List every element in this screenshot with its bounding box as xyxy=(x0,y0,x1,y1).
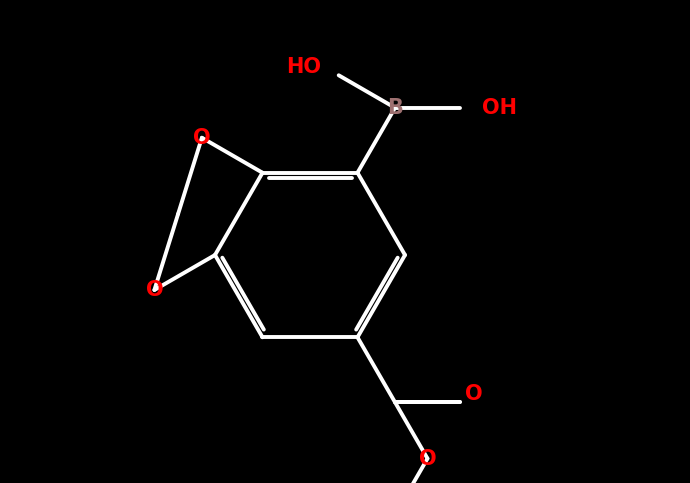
Text: OH: OH xyxy=(482,98,517,118)
Text: O: O xyxy=(193,128,210,148)
Text: O: O xyxy=(146,280,164,300)
Text: O: O xyxy=(419,449,436,469)
Text: O: O xyxy=(465,384,482,404)
Text: B: B xyxy=(387,98,403,118)
Text: HO: HO xyxy=(286,57,321,77)
